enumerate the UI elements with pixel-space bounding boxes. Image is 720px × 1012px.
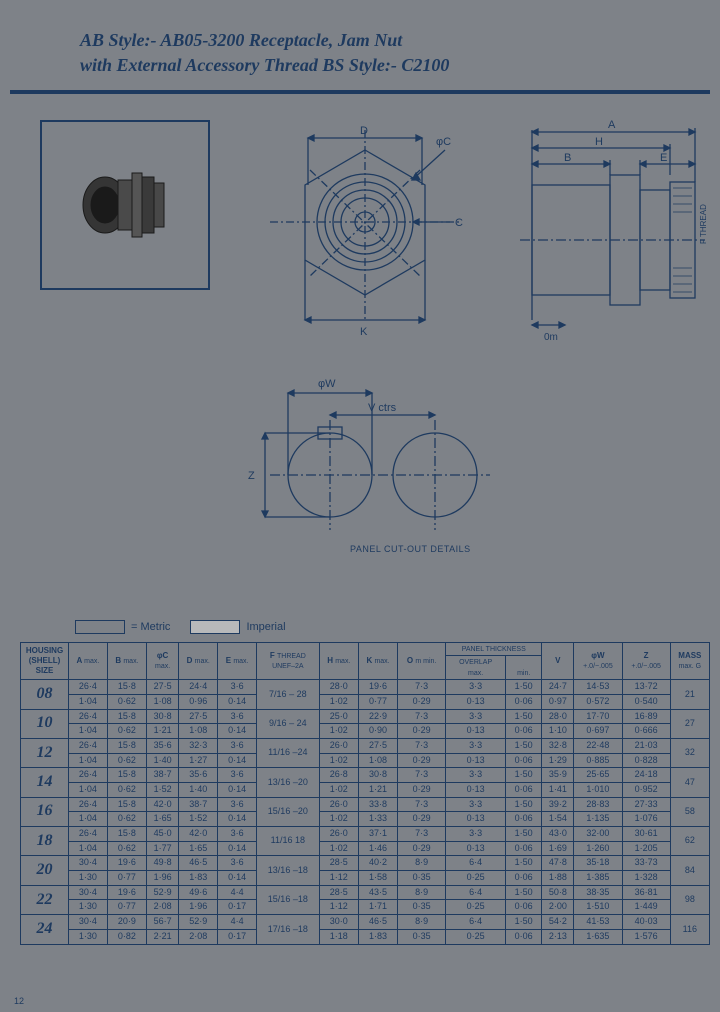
svg-text:K: K (360, 326, 368, 338)
svg-text:H: H (595, 136, 603, 148)
legend-imperial: Imperial (246, 621, 285, 633)
diagrams: D φC C K (40, 120, 700, 560)
front-view-diagram: D φC C K (250, 120, 480, 350)
panel-cutout-label: PANEL CUT-OUT DETAILS (350, 544, 471, 554)
legend: = Metric Imperial (75, 620, 710, 634)
svg-text:F THREAD: F THREAD (699, 204, 708, 244)
svg-text:A: A (608, 120, 616, 131)
svg-text:C: C (455, 217, 463, 229)
svg-text:E: E (660, 152, 667, 164)
legend-metric: = Metric (131, 621, 170, 633)
svg-text:Z: Z (248, 470, 255, 482)
svg-text:B: B (564, 152, 571, 164)
connector-render-icon (70, 155, 180, 255)
svg-text:V ctrs: V ctrs (368, 402, 397, 414)
panel-cutout-diagram: φW V ctrs Z (240, 375, 510, 545)
data-table-container: = Metric Imperial HOUSING(SHELL)SIZEA ma… (20, 620, 710, 945)
svg-text:0m: 0m (544, 332, 558, 343)
svg-text:φC: φC (436, 136, 451, 148)
title-line1: AB Style:- AB05-3200 Receptacle, Jam Nut (80, 30, 720, 51)
page-number: 12 (14, 996, 24, 1006)
side-view-diagram: A H B E F THREAD 0m (510, 120, 710, 350)
divider (10, 90, 710, 94)
title-line2: with External Accessory Thread BS Style:… (80, 55, 720, 76)
svg-text:φW: φW (318, 378, 336, 390)
connector-photo (40, 120, 210, 290)
svg-text:D: D (360, 125, 368, 137)
dimension-table: HOUSING(SHELL)SIZEA max.B max.φC max.D m… (20, 642, 710, 945)
